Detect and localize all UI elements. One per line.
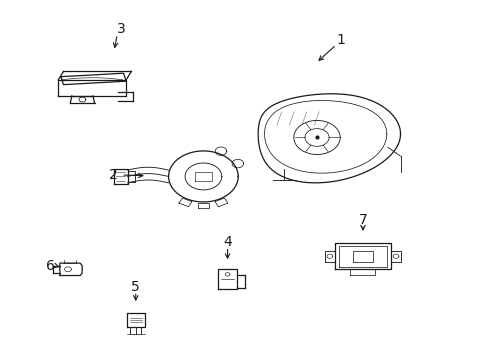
Text: 4: 4 bbox=[223, 235, 231, 249]
Text: 2: 2 bbox=[108, 168, 117, 182]
Text: 3: 3 bbox=[117, 22, 125, 36]
Text: 5: 5 bbox=[131, 280, 140, 294]
Text: 6: 6 bbox=[45, 259, 55, 273]
Text: 7: 7 bbox=[358, 213, 366, 227]
Text: 1: 1 bbox=[336, 33, 345, 47]
